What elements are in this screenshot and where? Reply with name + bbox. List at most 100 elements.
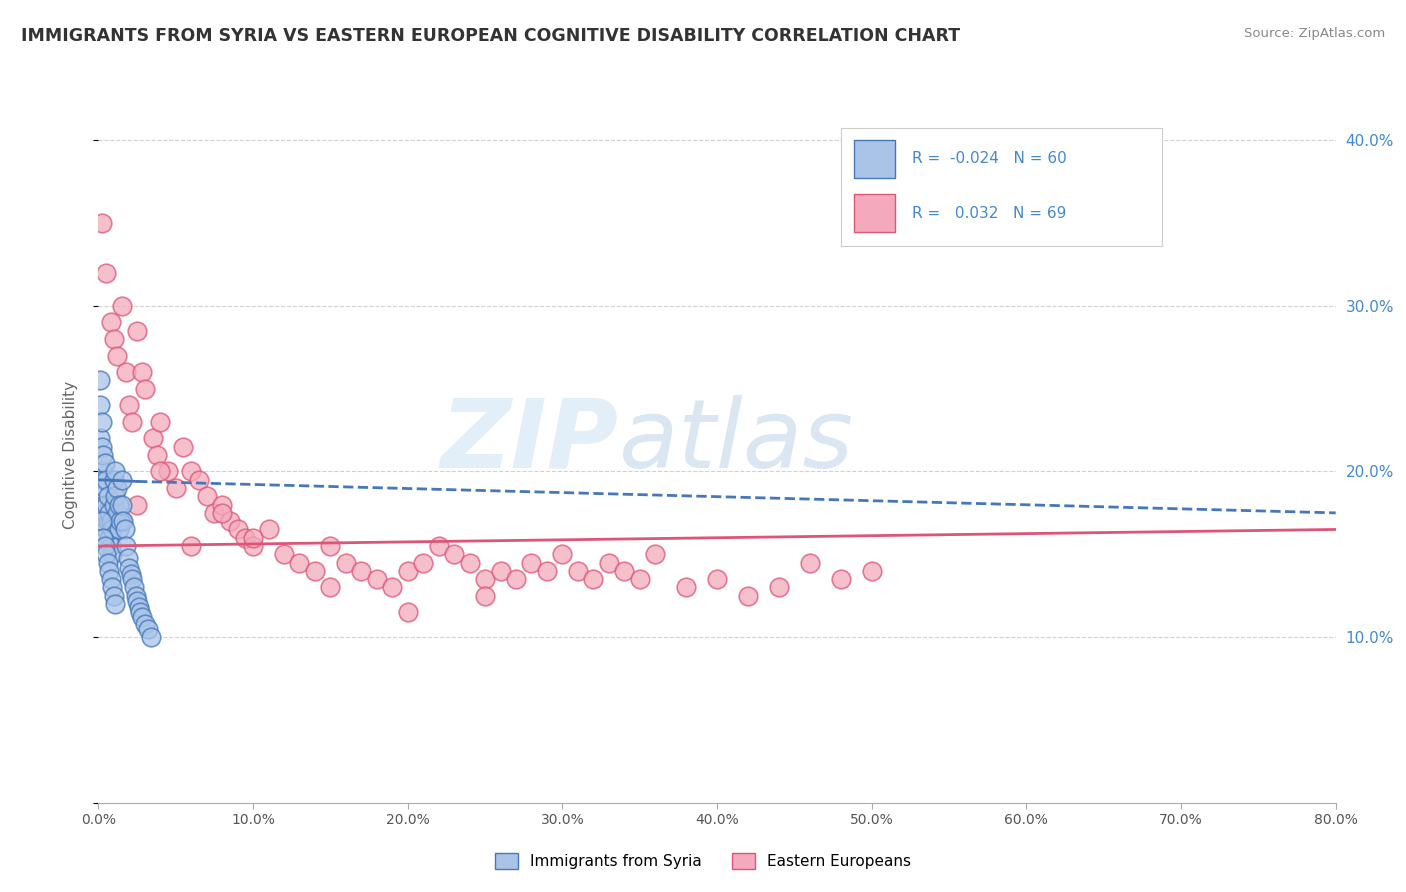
Point <box>105 481 128 495</box>
Point <box>567 564 589 578</box>
Point <box>675 581 697 595</box>
Point <box>105 506 128 520</box>
Point <box>101 523 124 537</box>
Point <box>104 597 127 611</box>
Point <box>489 564 512 578</box>
Point <box>273 547 295 561</box>
Point <box>134 616 156 631</box>
Point <box>136 622 159 636</box>
Point <box>121 415 143 429</box>
Point <box>412 556 434 570</box>
Point <box>180 539 202 553</box>
Point <box>100 514 122 528</box>
Point <box>115 365 138 379</box>
Point <box>127 593 149 607</box>
Point <box>242 539 264 553</box>
Point <box>211 498 233 512</box>
Point <box>304 564 326 578</box>
Point <box>90 514 112 528</box>
Point <box>131 365 153 379</box>
Point <box>173 440 195 454</box>
Point <box>628 572 651 586</box>
Point <box>93 506 115 520</box>
Point <box>598 556 620 570</box>
Point <box>101 581 124 595</box>
Point <box>96 498 118 512</box>
Point <box>134 382 156 396</box>
Text: IMMIGRANTS FROM SYRIA VS EASTERN EUROPEAN COGNITIVE DISABILITY CORRELATION CHART: IMMIGRANTS FROM SYRIA VS EASTERN EUROPEA… <box>21 27 960 45</box>
Text: ZIP: ZIP <box>440 394 619 488</box>
Point <box>89 398 111 412</box>
Point <box>146 448 169 462</box>
Point <box>91 448 114 462</box>
Point <box>103 589 125 603</box>
Point <box>90 465 112 479</box>
Point <box>149 415 172 429</box>
Point <box>111 514 134 528</box>
Point <box>97 489 120 503</box>
Point <box>115 539 138 553</box>
Point <box>768 581 790 595</box>
Point <box>127 498 149 512</box>
Point <box>204 506 226 520</box>
Point <box>117 550 139 565</box>
Point <box>96 473 118 487</box>
Point <box>131 610 153 624</box>
Point <box>536 564 558 578</box>
Point <box>111 473 134 487</box>
Point <box>366 572 388 586</box>
Point <box>830 572 852 586</box>
Point <box>97 514 120 528</box>
Point <box>551 547 574 561</box>
Point <box>860 564 883 578</box>
Point <box>149 465 172 479</box>
Point <box>108 514 131 528</box>
Point <box>139 630 162 644</box>
Point <box>129 605 152 619</box>
Point <box>90 216 112 230</box>
Point <box>288 556 311 570</box>
Point <box>226 523 249 537</box>
Point <box>474 572 496 586</box>
Point <box>520 556 543 570</box>
Point <box>90 440 112 454</box>
Point <box>127 324 149 338</box>
Point <box>107 523 129 537</box>
Point <box>98 506 121 520</box>
Point <box>257 523 280 537</box>
Point <box>157 465 180 479</box>
Point <box>96 266 118 280</box>
Point <box>474 589 496 603</box>
Point <box>458 556 481 570</box>
Point <box>98 564 121 578</box>
Point <box>180 465 202 479</box>
Point <box>103 332 125 346</box>
Point <box>103 473 125 487</box>
Point <box>427 539 450 553</box>
Point <box>118 398 141 412</box>
Point <box>242 531 264 545</box>
Point <box>235 531 257 545</box>
Point <box>124 589 146 603</box>
Point <box>165 481 187 495</box>
Point <box>121 572 143 586</box>
Point <box>381 581 404 595</box>
Point <box>219 514 242 528</box>
Point <box>91 498 114 512</box>
Text: atlas: atlas <box>619 394 853 488</box>
Point <box>100 572 122 586</box>
Point <box>112 514 135 528</box>
Point <box>107 498 129 512</box>
Point <box>613 564 636 578</box>
Point <box>706 572 728 586</box>
Point <box>114 523 136 537</box>
Point <box>350 564 373 578</box>
Point <box>799 556 821 570</box>
Point <box>100 315 122 329</box>
Point <box>128 600 150 615</box>
Point <box>142 431 165 445</box>
Point <box>93 539 115 553</box>
Point <box>93 456 115 470</box>
Point <box>396 564 419 578</box>
Point <box>96 547 118 561</box>
